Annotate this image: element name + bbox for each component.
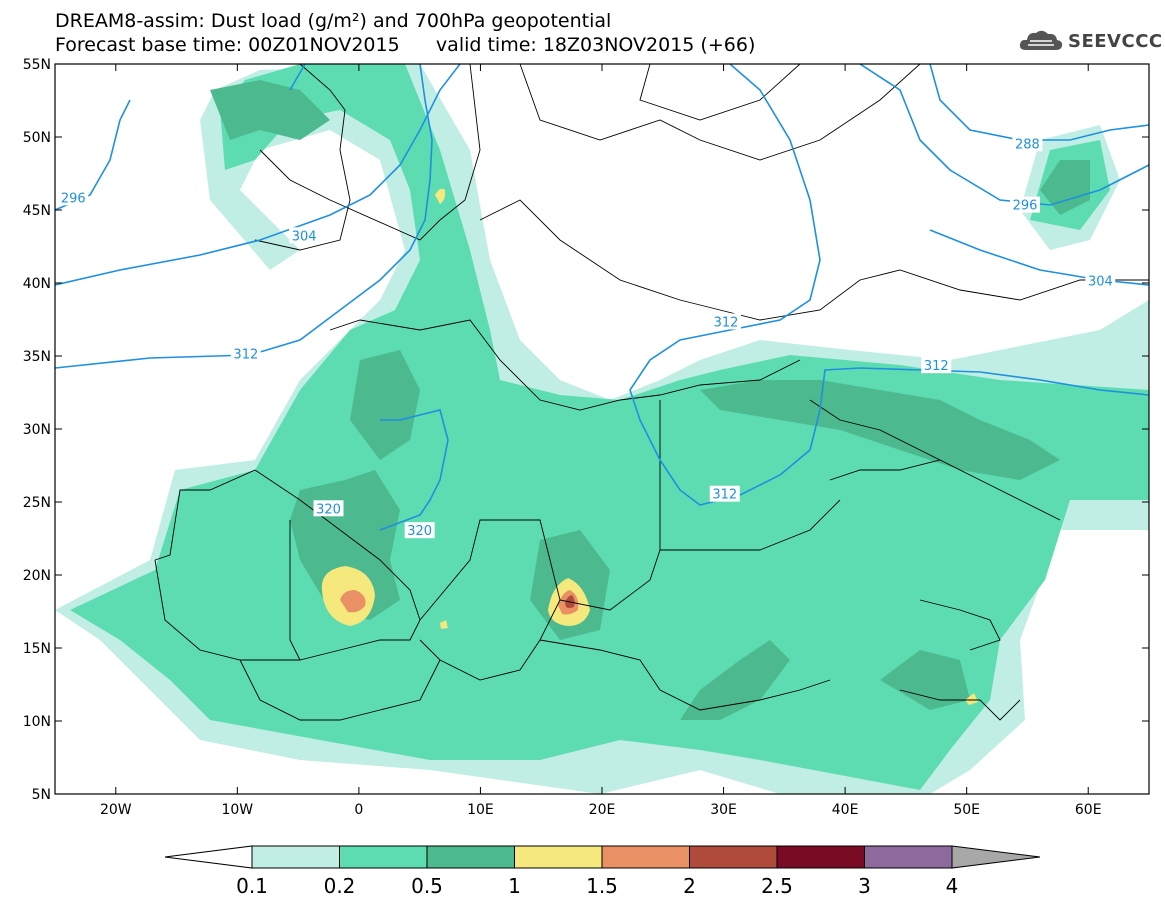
contour-label-bg [709,485,740,502]
seevccc-logo: SEEVCCC [1018,28,1163,54]
contour-label-bg [289,227,320,244]
contour-label: 304 [292,229,317,244]
lon-tick-label: 60E [1075,802,1102,818]
contour-label-bg [1085,272,1116,289]
lon-tick-label: 50E [953,802,980,818]
contour-label: 304 [1088,275,1113,290]
lat-tick-label: 55N [23,57,51,73]
lat-tick-label: 15N [23,641,51,657]
lat-tick-label: 5N [32,787,51,803]
lat-tick-label: 45N [23,203,51,219]
contour-label-bg [710,313,741,330]
latitude-axis: 55N 50N 45N 40N 35N 30N 25N 20N 15N 10N 5N [23,57,1149,803]
dust-level-2 [565,595,575,608]
lat-tick-label: 40N [23,276,51,292]
chart-title: DREAM8-assim: Dust load (g/m²) and 700hP… [55,10,612,32]
lon-tick-label: 20E [589,802,616,818]
contour-label-bg [404,522,435,539]
contour-label: 312 [712,488,737,503]
lon-tick-label: 40E [832,802,859,818]
lat-tick-label: 30N [23,422,51,438]
chart-subtitle: Forecast base time: 00Z01NOV2015 valid t… [55,34,756,56]
longitude-axis: 20W 10W 0 10E 20E 30E 40E 50E 60E [100,64,1102,818]
lat-tick-label: 50N [23,130,51,146]
lat-tick-label: 35N [23,349,51,365]
contour-label-bg [1010,196,1041,213]
contour-label: 320 [316,502,341,517]
contour-label: 312 [924,359,949,374]
contour-label-bg [58,189,89,206]
contour-label: 320 [407,524,432,539]
contour-label: 296 [1013,199,1038,214]
contour-label-bg [921,357,952,374]
lon-tick-label: 10E [467,802,494,818]
contour-label: 288 [1015,137,1040,152]
lat-tick-label: 25N [23,495,51,511]
lat-tick-label: 10N [23,714,51,730]
contour-label-bg [230,345,261,362]
lon-tick-label: 20W [100,802,132,818]
contour-label-bg [1012,135,1043,152]
contour-labels: 296 304 312 320 320 312 312 312 288 296 304 [58,135,1116,539]
lon-tick-label: 0 [354,802,363,818]
lon-tick-label: 10W [221,802,253,818]
country-borders [154,64,1149,721]
contour-label: 296 [61,191,86,206]
dust-field [55,64,1149,794]
contour-label: 312 [714,315,739,330]
lon-tick-label: 30E [710,802,737,818]
logo-text: SEEVCCC [1068,30,1163,52]
contour-label: 312 [233,348,258,363]
contour-label-bg [313,500,344,517]
lat-tick-label: 20N [23,568,51,584]
cloud-icon [1019,30,1063,50]
